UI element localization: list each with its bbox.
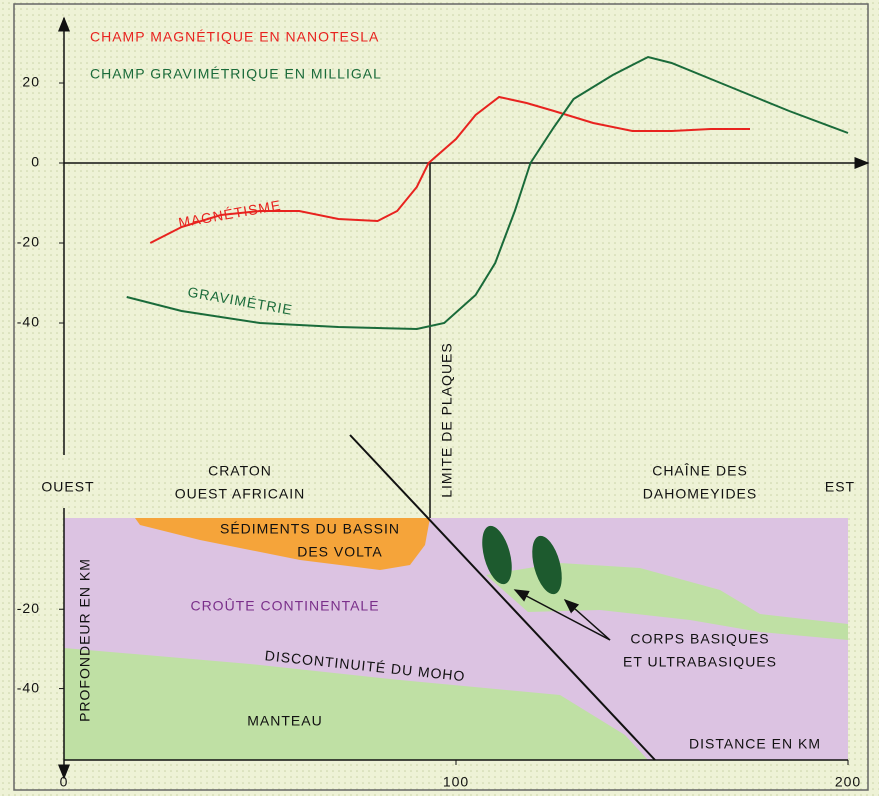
x-tick-label: 0 <box>60 774 69 790</box>
annotation: ET ULTRABASIQUES <box>623 654 777 670</box>
x-tick-label: 100 <box>443 774 469 790</box>
y-tick-label: -20 <box>17 600 40 616</box>
y-tick-label: -20 <box>17 234 40 250</box>
y-tick-label: -40 <box>17 314 40 330</box>
annotation: DAHOMEYIDES <box>643 486 757 502</box>
annotation: MANTEAU <box>247 713 322 729</box>
y-axis-label: PROFONDEUR EN KM <box>77 558 93 722</box>
y-tick-label: -40 <box>17 679 40 695</box>
annotation: CROÛTE CONTINENTALE <box>190 598 379 614</box>
annotation: SÉDIMENTS DU BASSIN <box>220 521 400 537</box>
figure: CHAMP MAGNÉTIQUE EN NANOTESLA CHAMP GRAV… <box>0 0 879 796</box>
x-tick-label: 200 <box>835 774 861 790</box>
magnetic-axis-label: CHAMP MAGNÉTIQUE EN NANOTESLA <box>90 29 379 45</box>
annotation: CRATON <box>208 463 272 479</box>
y-tick-label: 0 <box>31 154 40 170</box>
x-axis-label: DISTANCE EN KM <box>689 736 821 752</box>
annotation: EST <box>825 479 855 495</box>
gravity-axis-label: CHAMP GRAVIMÉTRIQUE EN MILLIGAL <box>90 66 382 82</box>
annotation: OUEST AFRICAIN <box>175 486 305 502</box>
annotation: OUEST <box>41 479 94 495</box>
annotation: DES VOLTA <box>297 544 383 560</box>
y-tick-label: 20 <box>22 74 40 90</box>
annotation: CORPS BASIQUES <box>630 631 769 647</box>
annotation: LIMITE DE PLAQUES <box>439 342 455 497</box>
annotation: CHAÎNE DES <box>652 463 748 479</box>
